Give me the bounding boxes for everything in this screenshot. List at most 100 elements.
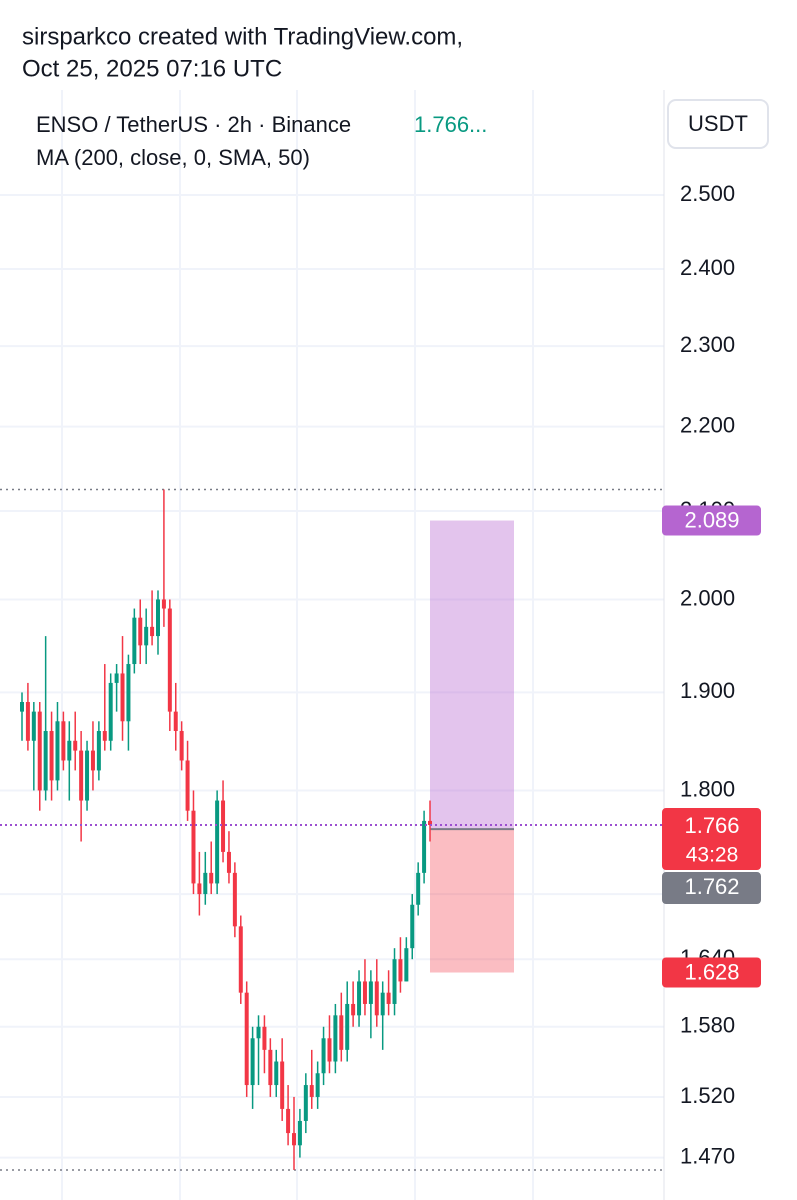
candle-body xyxy=(321,1038,326,1074)
price-badge xyxy=(662,808,761,871)
candle-body xyxy=(268,1049,273,1086)
candle-body xyxy=(244,992,249,1086)
candle-body xyxy=(315,1073,320,1097)
candle-body xyxy=(362,981,367,1004)
candle-body xyxy=(280,1061,285,1109)
candle-body xyxy=(422,820,427,873)
price-badge-label: 2.089 xyxy=(684,507,739,532)
grid xyxy=(0,90,664,1200)
candle-body xyxy=(161,599,166,609)
candle-body xyxy=(203,872,208,895)
candle-body xyxy=(114,673,119,683)
candle-body xyxy=(392,959,397,1004)
candle-body xyxy=(126,664,131,722)
candle-body xyxy=(428,820,432,826)
stop-zone xyxy=(430,829,514,973)
candle-body xyxy=(410,904,415,949)
candle-body xyxy=(25,702,30,741)
candle-body xyxy=(327,1038,332,1062)
candle-body xyxy=(380,992,385,1016)
candle-body xyxy=(144,626,149,646)
y-tick-label: 2.200 xyxy=(680,412,735,437)
candle-body xyxy=(79,750,84,801)
plot xyxy=(0,488,664,1171)
header-line: Oct 25, 2025 07:16 UTC xyxy=(22,55,282,82)
price-badge-label: 1.628 xyxy=(684,959,739,984)
candle-body xyxy=(209,872,214,884)
candle-body xyxy=(357,981,362,1016)
y-tick-label: 2.400 xyxy=(680,255,735,280)
candle-body xyxy=(262,1026,267,1050)
candle-body xyxy=(85,750,90,801)
price-badges: 2.089 1.766 43:28 1.762 1.628 xyxy=(662,505,761,988)
price-badge-label: 1.766 xyxy=(684,813,739,838)
price-badge-label: 1.762 xyxy=(684,874,739,899)
candle-body xyxy=(404,948,409,982)
legend-price: 1.766... xyxy=(414,112,487,137)
y-tick-label: 2.500 xyxy=(680,181,735,206)
y-tick-label: 2.000 xyxy=(680,585,735,610)
countdown: 43:28 xyxy=(686,844,739,867)
candle-body xyxy=(90,750,95,771)
candle-body xyxy=(416,872,421,905)
candle-body xyxy=(150,626,155,637)
currency[interactable]: USDT xyxy=(688,111,748,136)
candle-body xyxy=(256,1026,261,1039)
price-badge xyxy=(662,872,761,905)
candle-body xyxy=(250,1038,255,1086)
candle-body xyxy=(333,1015,338,1062)
candle-body xyxy=(67,740,72,761)
candle-body xyxy=(73,740,78,751)
y-tick-label: 1.580 xyxy=(680,1013,735,1038)
header-line: sirsparkco created with TradingView.com, xyxy=(22,23,463,50)
candle-body xyxy=(43,731,48,791)
header-bg xyxy=(0,0,797,90)
candle-body xyxy=(345,1003,350,1050)
y-tick-label: 1.470 xyxy=(680,1143,735,1168)
candle-body xyxy=(232,872,237,927)
candle-body xyxy=(120,673,125,722)
currency-button[interactable] xyxy=(667,99,769,149)
candle-body xyxy=(167,608,172,712)
y-tick-label: 1.900 xyxy=(680,678,735,703)
candle-body xyxy=(309,1085,314,1097)
candle-body xyxy=(179,731,184,761)
candle-body xyxy=(185,760,190,811)
candle-body xyxy=(61,721,66,761)
symbol: ENSO / TetherUS · 2h · Binance xyxy=(36,112,351,137)
y-tick-label: 1.520 xyxy=(680,1083,735,1108)
candle-body xyxy=(368,981,373,1004)
candle-body xyxy=(386,992,391,1004)
candle-body xyxy=(221,800,226,852)
y-tick-label: 2.300 xyxy=(680,332,735,357)
y-tick-label: 1.800 xyxy=(680,776,735,801)
candle-body xyxy=(132,617,137,665)
candle-body xyxy=(138,617,143,646)
target-zone xyxy=(430,520,514,830)
candle-body xyxy=(96,731,101,771)
candle-body xyxy=(286,1108,291,1134)
candle-body xyxy=(351,1003,356,1016)
candle-body xyxy=(102,731,107,741)
candle-body xyxy=(215,800,220,884)
indicator: MA (200, close, 0, SMA, 50) xyxy=(36,145,310,170)
candle-body xyxy=(156,599,160,637)
candle-body xyxy=(274,1061,279,1086)
candle-body xyxy=(49,731,54,781)
candle-body xyxy=(173,711,178,732)
candle-body xyxy=(374,981,379,1016)
candle-body xyxy=(20,702,24,712)
candle-body xyxy=(297,1120,302,1146)
candle-body xyxy=(292,1133,296,1146)
candle-body xyxy=(398,959,403,982)
candle-body xyxy=(238,926,243,993)
price-badge xyxy=(662,957,761,988)
candle-body xyxy=(339,1015,344,1050)
price-badge xyxy=(662,505,761,536)
candle-body xyxy=(31,711,36,741)
candle-body xyxy=(55,721,60,781)
candle-body xyxy=(197,883,202,895)
candle-body xyxy=(108,682,113,741)
